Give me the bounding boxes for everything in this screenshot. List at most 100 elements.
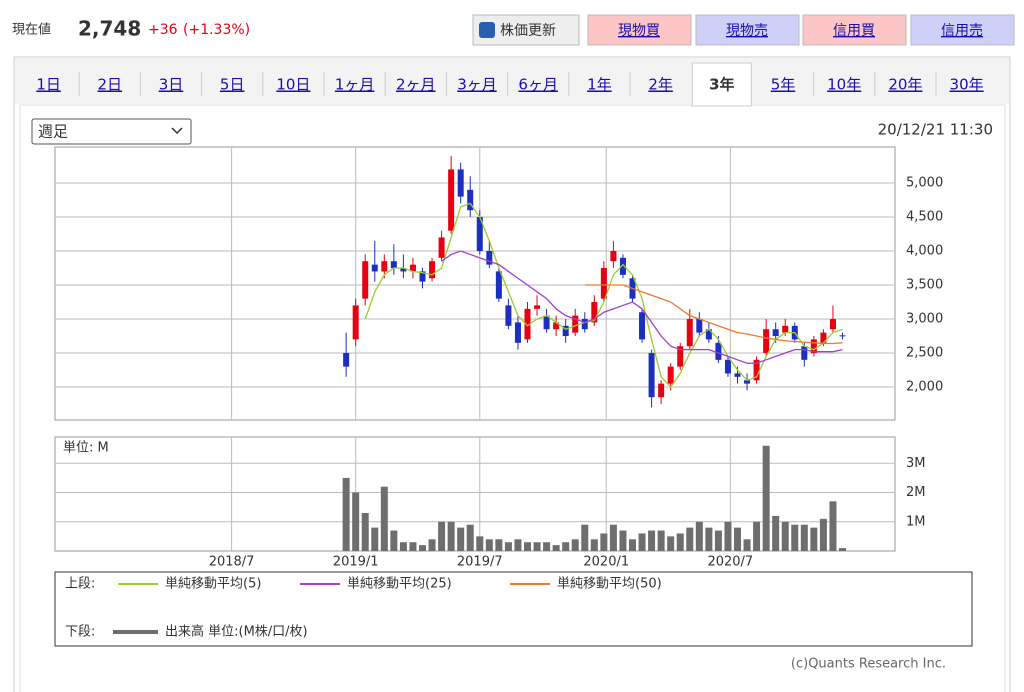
candle-body bbox=[572, 315, 579, 333]
ma-line bbox=[584, 284, 843, 345]
volume-bar bbox=[714, 530, 722, 551]
tab-active bbox=[691, 62, 752, 107]
y-tick-label: 4,500 bbox=[906, 210, 943, 225]
volume-bar bbox=[695, 521, 703, 551]
copyright: (c)Quants Research Inc. bbox=[791, 657, 946, 672]
volume-bar bbox=[552, 545, 560, 551]
refresh-button[interactable]: 株価更新 bbox=[472, 14, 580, 46]
price: 2,748 bbox=[78, 17, 141, 41]
volume-bar bbox=[791, 524, 799, 551]
tab[interactable]: 6ヶ月 bbox=[518, 76, 558, 94]
candle-body bbox=[543, 315, 550, 330]
tab[interactable]: 2ヶ月 bbox=[396, 76, 436, 94]
y-tick-label: 4,000 bbox=[906, 244, 943, 259]
volume-bar bbox=[524, 542, 531, 551]
candle-body bbox=[467, 189, 474, 211]
candle-body bbox=[600, 268, 607, 299]
trade-button[interactable]: 信用売 bbox=[910, 14, 1015, 46]
trade-button[interactable]: 現物売 bbox=[695, 14, 800, 46]
candle-body bbox=[677, 346, 684, 367]
candle-body bbox=[524, 308, 531, 340]
volume-bar bbox=[514, 539, 522, 551]
legend-text: 出来高 単位:(M株/口/枚) bbox=[165, 624, 308, 640]
volume-bar bbox=[819, 518, 827, 551]
y-tick-label: 2M bbox=[906, 485, 926, 500]
button-text: 現物買 bbox=[618, 23, 660, 39]
tab[interactable]: 30年 bbox=[950, 76, 984, 94]
candle-body bbox=[495, 271, 502, 299]
candle-body bbox=[371, 264, 378, 272]
candle-body bbox=[486, 251, 493, 265]
tab[interactable]: 5日 bbox=[220, 76, 245, 94]
tab[interactable]: 5年 bbox=[771, 76, 796, 94]
volume-bar bbox=[371, 527, 379, 551]
trade-button[interactable]: 現物買 bbox=[587, 14, 692, 46]
tab[interactable]: 3日 bbox=[159, 76, 184, 94]
volume-bar bbox=[342, 477, 350, 551]
volume-bar bbox=[600, 533, 608, 551]
candle-body bbox=[648, 353, 655, 398]
candle-body bbox=[734, 373, 741, 377]
candle-body bbox=[534, 305, 541, 309]
candle-body bbox=[715, 342, 722, 360]
tab[interactable]: 2年 bbox=[648, 76, 673, 94]
trade-button[interactable]: 信用買 bbox=[802, 14, 907, 46]
select-text: 週足 bbox=[38, 123, 68, 141]
legend-text: 単純移動平均(25) bbox=[347, 576, 452, 592]
volume-bar bbox=[419, 545, 426, 551]
tab[interactable]: 20年 bbox=[888, 76, 922, 94]
volume-bar bbox=[485, 539, 493, 551]
volume-bar bbox=[686, 527, 694, 551]
y-tick-label: 3,500 bbox=[906, 278, 943, 293]
tab[interactable]: 1年 bbox=[587, 76, 612, 94]
candle-body bbox=[658, 383, 665, 398]
y-tick-label: 2,000 bbox=[906, 380, 943, 395]
tab[interactable]: 1ヶ月 bbox=[335, 76, 375, 94]
candle-body bbox=[829, 319, 836, 330]
volume-bar bbox=[466, 524, 474, 551]
candle-body bbox=[782, 325, 789, 333]
volume-bar bbox=[447, 521, 455, 551]
button-bg bbox=[695, 14, 800, 46]
candle-body bbox=[438, 237, 445, 258]
refresh-text: 株価更新 bbox=[500, 23, 556, 39]
tab[interactable]: 10日 bbox=[276, 76, 310, 94]
volume-bar bbox=[667, 536, 675, 551]
legend-text: 単純移動平均(5) bbox=[165, 576, 261, 592]
x-tick-label: 2020/7 bbox=[707, 555, 753, 570]
volume-bar bbox=[829, 501, 837, 551]
candle-body bbox=[686, 319, 693, 347]
candle-body bbox=[553, 322, 560, 330]
volume-bar bbox=[352, 492, 360, 551]
candle-body bbox=[820, 332, 827, 343]
candle-body bbox=[639, 312, 646, 340]
candle-body bbox=[362, 261, 369, 299]
volume-bar bbox=[571, 539, 579, 551]
volume-bar bbox=[781, 521, 789, 551]
volume-bar bbox=[657, 530, 665, 551]
candle-body bbox=[744, 380, 751, 384]
period-select[interactable] bbox=[31, 118, 192, 145]
candle-body bbox=[343, 353, 350, 367]
tab[interactable]: 3年 bbox=[709, 76, 734, 94]
volume-bar bbox=[438, 521, 446, 551]
tab[interactable]: 10年 bbox=[827, 76, 861, 94]
tab[interactable]: 3ヶ月 bbox=[457, 76, 497, 94]
volume-bar bbox=[705, 527, 713, 551]
candle-body bbox=[610, 251, 617, 262]
tab[interactable]: 2日 bbox=[98, 76, 123, 94]
volume-bar bbox=[543, 542, 551, 551]
volume-bar bbox=[609, 524, 617, 551]
volume-bar bbox=[399, 542, 407, 551]
legend-text: 単純移動平均(50) bbox=[557, 576, 662, 592]
lower-plot bbox=[54, 436, 896, 552]
candle-body bbox=[476, 217, 483, 252]
candle-body bbox=[696, 319, 703, 333]
volume-bar bbox=[772, 515, 780, 551]
candle-body bbox=[457, 169, 464, 197]
candle-body bbox=[619, 257, 626, 275]
tab[interactable]: 1日 bbox=[36, 76, 61, 94]
upper-plot bbox=[54, 146, 896, 421]
legend-upper: 上段: bbox=[65, 577, 95, 592]
candle-body bbox=[591, 302, 598, 323]
